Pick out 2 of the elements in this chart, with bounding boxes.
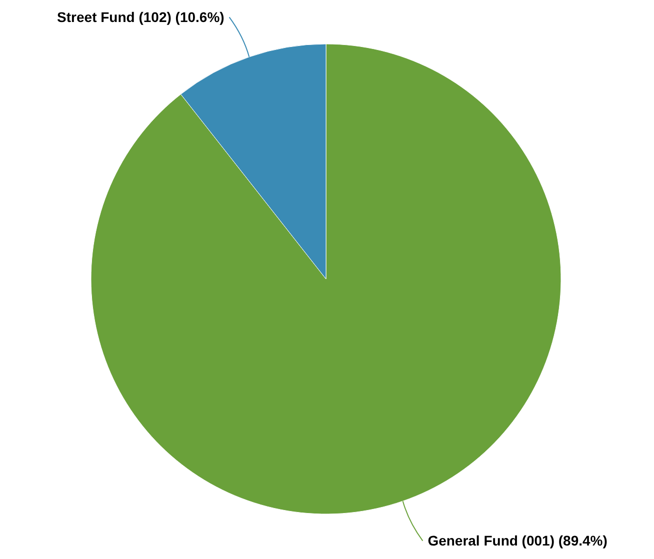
slice-label: Street Fund (102) (10.6%) <box>57 9 224 26</box>
slice-label: General Fund (001) (89.4%) <box>428 532 608 549</box>
